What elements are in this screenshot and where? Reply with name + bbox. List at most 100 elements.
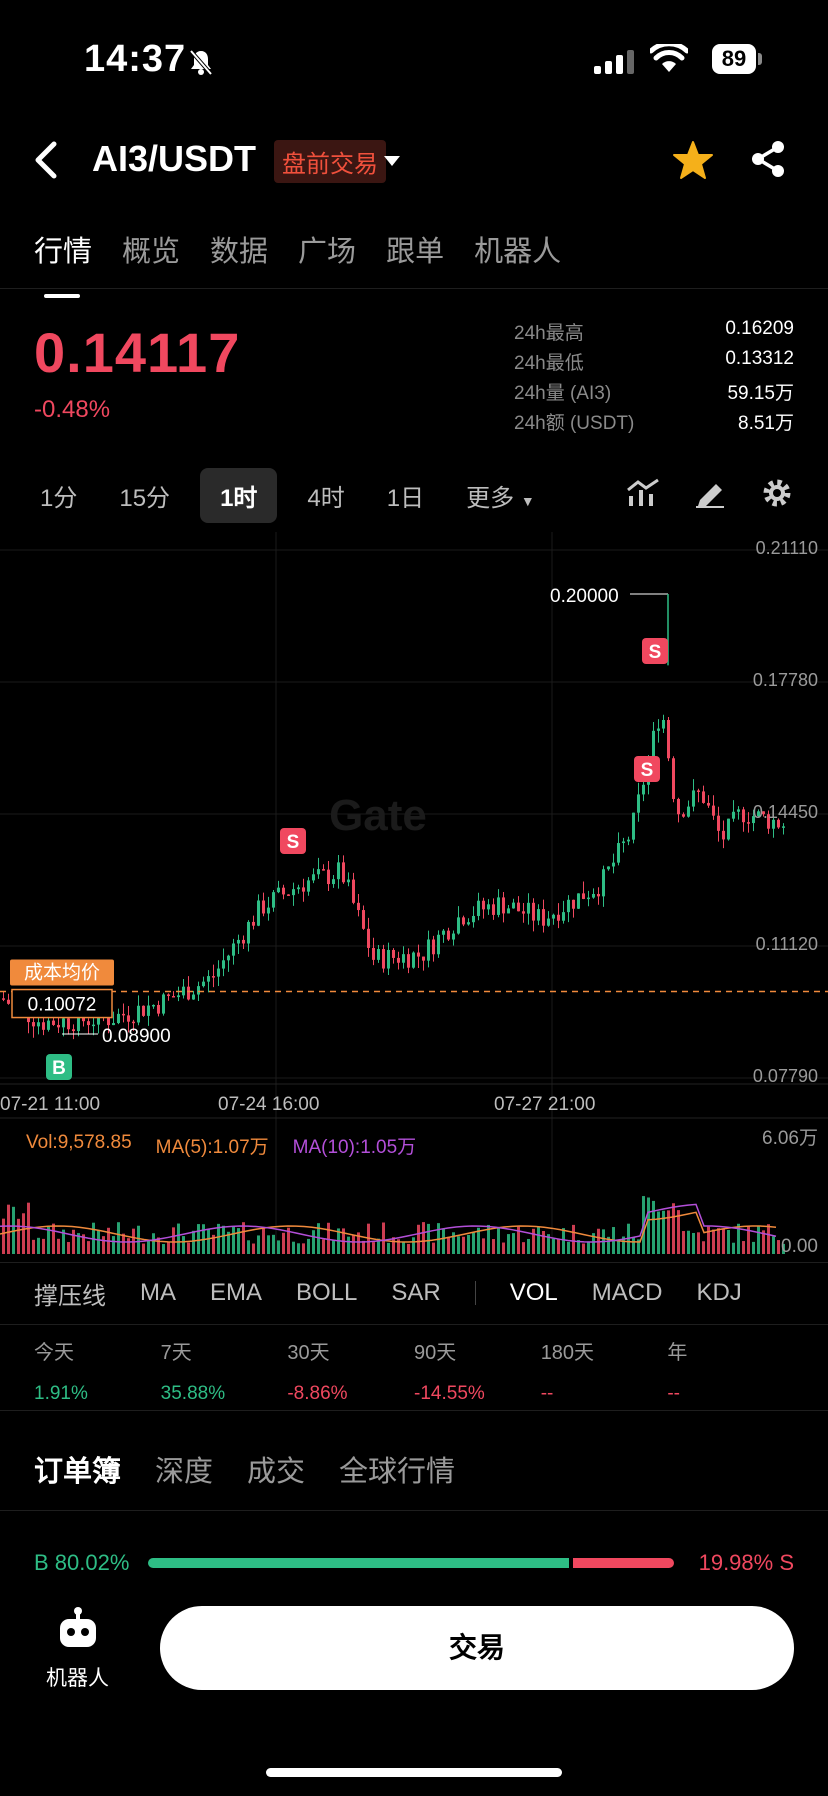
candle <box>337 862 340 880</box>
indicator-sar[interactable]: SAR <box>391 1279 441 1306</box>
candle <box>67 1018 70 1030</box>
candle <box>502 897 505 914</box>
volume-bar <box>52 1223 55 1254</box>
price-chart[interactable]: Gate 0.21110 0.17780 0.14450 0.11120 0.07790… <box>0 532 828 1262</box>
candle <box>42 1022 45 1030</box>
tab-bots[interactable]: 机器人 <box>474 236 562 268</box>
gate-watermark: Gate <box>329 791 427 840</box>
volume-bar <box>302 1243 305 1254</box>
volume-bar <box>647 1197 650 1254</box>
candle <box>717 815 720 831</box>
tab-orderbook[interactable]: 订单簿 <box>34 1456 122 1488</box>
candle <box>387 949 390 969</box>
robot-icon[interactable] <box>58 1606 98 1650</box>
candle <box>577 893 580 909</box>
indicator-boll[interactable]: BOLL <box>296 1279 358 1306</box>
candle <box>147 1005 150 1016</box>
volume-bar <box>412 1237 415 1254</box>
tab-depth[interactable]: 深度 <box>155 1456 214 1488</box>
robot-label[interactable]: 机器人 <box>46 1667 109 1690</box>
tab-square[interactable]: 广场 <box>298 236 357 268</box>
candle <box>447 930 450 940</box>
candle <box>492 904 495 915</box>
volume-bar <box>162 1243 165 1254</box>
indicator-kdj[interactable]: KDJ <box>696 1279 742 1306</box>
indicator-ma[interactable]: MA <box>140 1279 176 1306</box>
volume-bar <box>182 1236 185 1254</box>
volume-bar <box>277 1240 280 1254</box>
candle <box>742 809 745 823</box>
candle <box>587 897 590 900</box>
candle <box>237 939 240 944</box>
interval-1h[interactable]: 1时 <box>200 468 278 523</box>
candle <box>622 841 625 844</box>
volume-bar <box>147 1240 150 1254</box>
y-tick-label: 0.17780 <box>753 670 818 690</box>
volume-bar <box>497 1227 500 1254</box>
y-tick-label: 0.14450 <box>753 802 818 822</box>
interval-1d[interactable]: 1日 <box>386 485 425 512</box>
tab-data[interactable]: 数据 <box>210 236 269 268</box>
volume-bar <box>512 1233 515 1254</box>
volume-bar <box>377 1238 380 1254</box>
back-arrow-icon[interactable] <box>32 140 60 180</box>
indicator-chart-icon[interactable] <box>626 478 660 508</box>
volume-bar <box>482 1238 485 1254</box>
volume-bar <box>562 1228 565 1254</box>
sell-marker: S <box>641 760 654 781</box>
volume-bar <box>287 1227 290 1254</box>
candle <box>117 1013 120 1024</box>
interval-1m[interactable]: 1分 <box>40 485 78 512</box>
interval-4h[interactable]: 4时 <box>307 485 345 512</box>
stat-label: 24h最低 <box>514 353 584 374</box>
volume-bar <box>567 1241 570 1254</box>
pair-dropdown-icon[interactable] <box>384 156 400 166</box>
candle <box>732 811 735 819</box>
volume-ma-line <box>0 1211 777 1243</box>
tab-trades[interactable]: 成交 <box>247 1456 306 1488</box>
settings-gear-icon[interactable] <box>762 478 792 508</box>
tab-market[interactable]: 行情 <box>34 228 92 298</box>
volume-bar <box>587 1241 590 1254</box>
perf-value: 35.88% <box>160 1383 226 1404</box>
trading-pair-title[interactable]: AI3/USDT <box>92 138 257 179</box>
candle <box>397 957 400 963</box>
volume-bar <box>702 1241 705 1254</box>
candle <box>712 805 715 816</box>
volume-bar <box>452 1232 455 1254</box>
volume-bar <box>682 1231 685 1254</box>
perf-value: -- <box>667 1383 681 1404</box>
volume-bar <box>167 1241 170 1254</box>
candle <box>652 730 655 759</box>
volume-bar <box>217 1223 220 1254</box>
indicator-vol[interactable]: VOL <box>509 1279 558 1306</box>
draw-pen-icon[interactable] <box>694 478 726 508</box>
tab-global-market[interactable]: 全球行情 <box>339 1456 456 1488</box>
candle <box>207 976 210 982</box>
candle <box>722 830 725 840</box>
perf-item: 180天 -- <box>541 1336 668 1405</box>
perf-label: 90天 <box>414 1342 457 1364</box>
interval-more[interactable]: 更多 ▼ <box>454 468 547 523</box>
candle <box>132 1021 135 1024</box>
tab-overview[interactable]: 概览 <box>122 236 181 268</box>
indicator-support[interactable]: 撑压线 <box>34 1282 106 1310</box>
indicator-ema[interactable]: EMA <box>210 1279 263 1306</box>
tab-copy-trading[interactable]: 跟单 <box>386 236 445 268</box>
trade-button[interactable]: 交易 <box>160 1606 794 1690</box>
candle <box>297 887 300 890</box>
favorite-star-icon[interactable] <box>672 140 714 180</box>
volume-bar <box>282 1232 285 1254</box>
volume-bar <box>687 1230 690 1254</box>
candle <box>547 918 550 926</box>
candle <box>687 806 690 817</box>
candle <box>47 1020 50 1030</box>
interval-more-label: 更多 <box>466 485 515 512</box>
candle <box>377 949 380 960</box>
candle <box>212 976 215 978</box>
candle <box>507 908 510 914</box>
candle <box>607 866 610 870</box>
interval-15m[interactable]: 15分 <box>119 485 171 512</box>
share-icon[interactable] <box>750 140 786 178</box>
indicator-macd[interactable]: MACD <box>591 1279 663 1306</box>
